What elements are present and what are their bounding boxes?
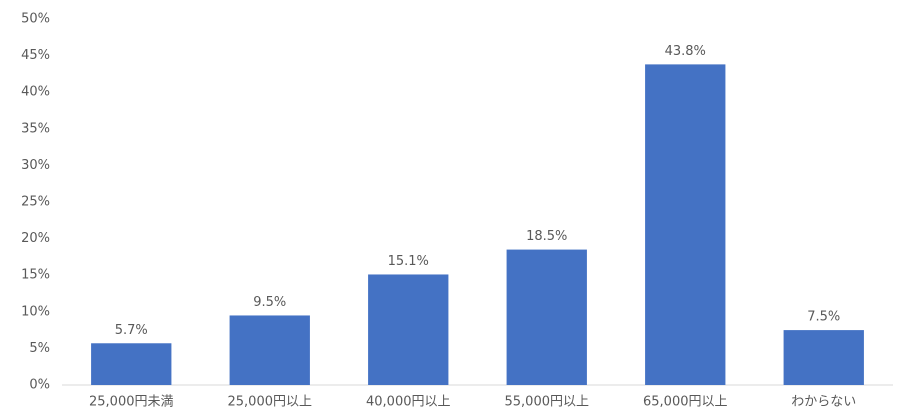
y-tick-label: 5% [29,341,50,356]
bar [229,315,310,385]
y-tick-label: 45% [21,48,50,63]
y-tick-label: 35% [21,121,50,136]
y-tick-label: 10% [21,304,50,319]
bar [368,274,449,385]
y-tick-label: 30% [21,158,50,173]
y-tick-label: 50% [21,12,50,27]
y-tick-label: 0% [29,378,50,393]
x-tick-label: 25,000円未満 [89,395,174,410]
y-tick-label: 20% [21,231,50,246]
y-tick-label: 15% [21,268,50,283]
bar [783,330,864,385]
value-label: 18.5% [526,229,567,244]
value-label: 5.7% [115,323,148,338]
y-tick-label: 25% [21,195,50,210]
x-tick-label: 55,000円以上 [505,395,590,410]
value-label: 43.8% [665,44,706,59]
bar [506,249,587,385]
x-tick-label: 40,000円以上 [366,395,451,410]
x-tick-label: 25,000円以上 [228,395,313,410]
bar [645,64,726,385]
x-tick-label: わからない [791,395,856,410]
value-label: 7.5% [807,310,840,325]
bar [91,343,172,385]
value-label: 9.5% [253,295,286,310]
value-label: 15.1% [388,254,429,269]
y-tick-label: 40% [21,85,50,100]
x-tick-label: 65,000円以上 [643,395,728,410]
